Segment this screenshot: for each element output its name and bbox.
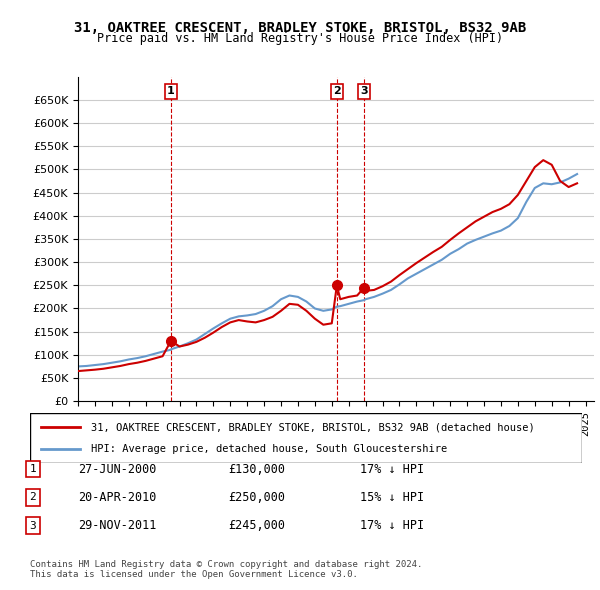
Text: Price paid vs. HM Land Registry's House Price Index (HPI): Price paid vs. HM Land Registry's House … [97, 32, 503, 45]
Text: £130,000: £130,000 [228, 463, 285, 476]
Text: 15% ↓ HPI: 15% ↓ HPI [360, 491, 424, 504]
Text: 29-NOV-2011: 29-NOV-2011 [78, 519, 157, 532]
Text: £250,000: £250,000 [228, 491, 285, 504]
Text: Contains HM Land Registry data © Crown copyright and database right 2024.
This d: Contains HM Land Registry data © Crown c… [30, 560, 422, 579]
Text: 2: 2 [29, 493, 37, 502]
FancyBboxPatch shape [30, 413, 582, 463]
Text: 1: 1 [29, 464, 37, 474]
Text: 3: 3 [29, 521, 37, 530]
Text: 20-APR-2010: 20-APR-2010 [78, 491, 157, 504]
Text: 31, OAKTREE CRESCENT, BRADLEY STOKE, BRISTOL, BS32 9AB: 31, OAKTREE CRESCENT, BRADLEY STOKE, BRI… [74, 21, 526, 35]
Text: 27-JUN-2000: 27-JUN-2000 [78, 463, 157, 476]
Text: 17% ↓ HPI: 17% ↓ HPI [360, 463, 424, 476]
Text: HPI: Average price, detached house, South Gloucestershire: HPI: Average price, detached house, Sout… [91, 444, 447, 454]
Text: 17% ↓ HPI: 17% ↓ HPI [360, 519, 424, 532]
Text: 31, OAKTREE CRESCENT, BRADLEY STOKE, BRISTOL, BS32 9AB (detached house): 31, OAKTREE CRESCENT, BRADLEY STOKE, BRI… [91, 422, 535, 432]
Text: 3: 3 [360, 86, 368, 96]
Text: 2: 2 [333, 86, 341, 96]
Text: 1: 1 [167, 86, 175, 96]
Text: £245,000: £245,000 [228, 519, 285, 532]
